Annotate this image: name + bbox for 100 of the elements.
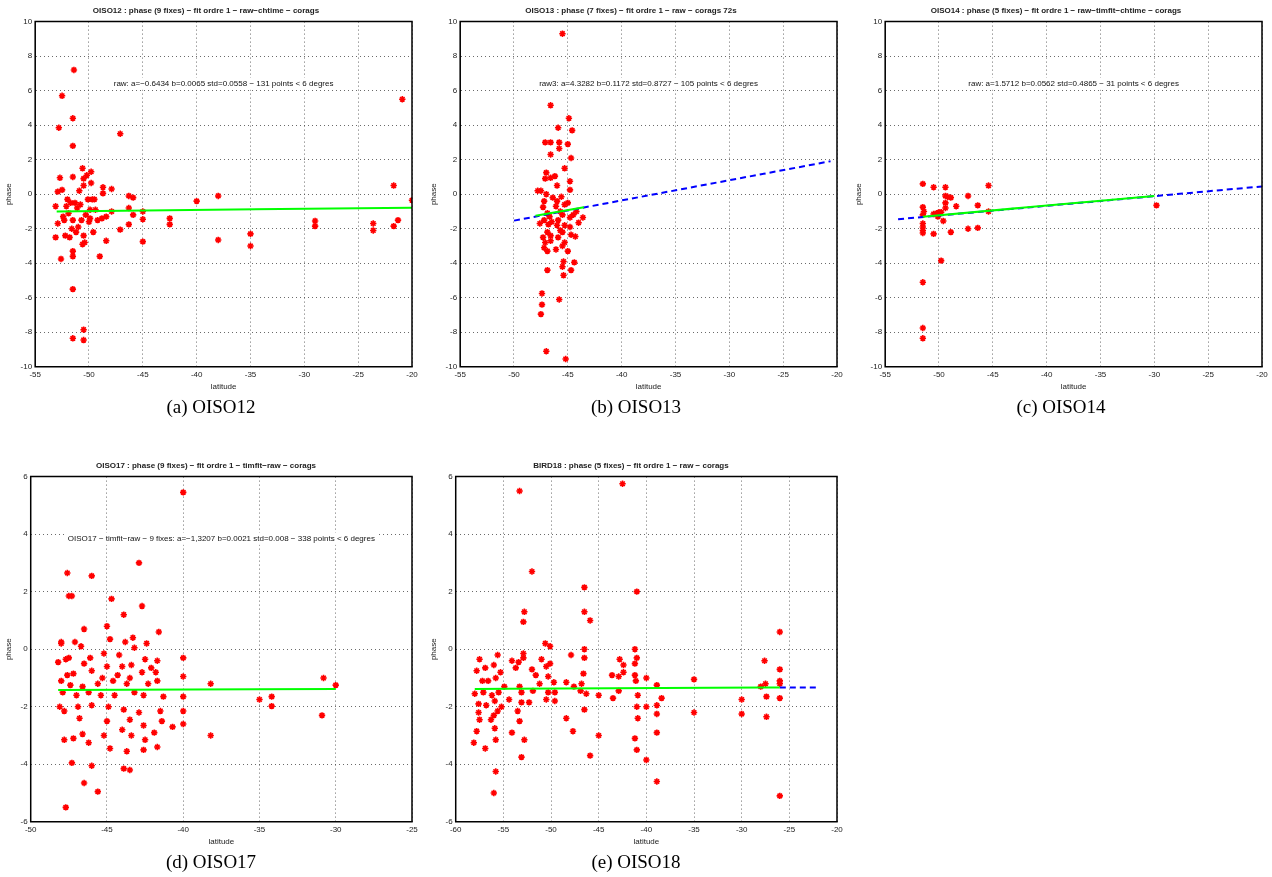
x-tick-label: -55: [29, 369, 42, 379]
y-tick-label: 4: [452, 120, 458, 130]
y-tick-label: -6: [450, 292, 458, 302]
x-tick-label: -55: [879, 369, 892, 379]
x-axis-title: latitude: [1060, 382, 1088, 392]
y-tick-label: 0: [23, 644, 29, 654]
y-tick-label: -10: [870, 362, 883, 371]
y-tick-label: -8: [875, 327, 883, 337]
y-tick-label: -2: [875, 223, 883, 233]
text: (a) OISO12: [165, 396, 257, 418]
y-tick-label: -2: [445, 701, 454, 711]
y-tick-label: 10: [448, 16, 458, 26]
x-tick-label: -40: [640, 824, 653, 834]
y-tick-label: -4: [25, 258, 33, 268]
y-tick-label: 2: [27, 154, 33, 164]
y-tick-label: -10: [445, 362, 458, 371]
y-axis-title: phase: [4, 637, 13, 661]
x-tick-label: -50: [24, 824, 38, 834]
y-tick-label: -10: [20, 362, 33, 371]
x-tick-label: -35: [253, 824, 266, 834]
y-tick-label: 0: [452, 189, 458, 199]
y-tick-label: 6: [27, 85, 33, 95]
y-tick-label: 4: [27, 120, 33, 130]
x-tick-label: -30: [1148, 369, 1161, 379]
y-tick-label: 2: [877, 154, 883, 164]
y-tick-label: -4: [20, 759, 29, 769]
y-tick-label: 0: [448, 644, 454, 654]
x-tick-label: -20: [406, 369, 419, 379]
y-axis-title: phase: [429, 637, 438, 661]
x-tick-label: -30: [735, 824, 749, 834]
x-axis-title: latitude: [633, 837, 660, 847]
chart-title: OISO13 : phase (7 fixes) − fit ordre 1 − raw − corags 72s: [525, 6, 738, 15]
x-tick-label: -40: [190, 369, 203, 379]
y-axis-title: phase: [854, 182, 863, 206]
x-tick-label: -20: [1256, 369, 1269, 379]
x-tick-label: -45: [592, 824, 606, 834]
x-tick-label: -20: [831, 369, 844, 379]
text: (e) OISO18: [590, 851, 682, 873]
y-tick-label: 10: [23, 16, 33, 26]
x-tick-label: -50: [933, 369, 946, 379]
x-tick-label: -50: [83, 369, 96, 379]
y-tick-label: 6: [448, 471, 454, 481]
y-tick-label: -8: [450, 327, 458, 337]
x-tick-label: -25: [1202, 369, 1215, 379]
y-tick-label: -6: [25, 292, 33, 302]
y-tick-label: 2: [452, 154, 458, 164]
annotation: raw: a=1.5712 b=0.0562 std=0.4865 − 31 points < 6 degres: [968, 78, 1179, 88]
y-tick-label: 2: [23, 586, 29, 596]
x-tick-label: -30: [723, 369, 736, 379]
text: (c) OISO14: [1015, 396, 1107, 418]
x-tick-label: -40: [1040, 369, 1053, 379]
x-tick-label: -60: [449, 824, 463, 834]
x-tick-label: -25: [352, 369, 365, 379]
annotation: OISO17 − timfit−raw − 9 fixes: a=−1,3207 b=0.0021 std=0.008 − 338 points < 6 degres: [67, 533, 375, 543]
x-tick-label: -35: [1094, 369, 1107, 379]
chart-title: OISO14 : phase (5 fixes) − fit ordre 1 − raw−timfit−chtime − corags: [930, 6, 1182, 15]
y-tick-label: -2: [25, 223, 33, 233]
x-tick-label: -30: [298, 369, 311, 379]
chart-title: OISO12 : phase (9 fixes) − fit ordre 1 − raw−chtime − corags: [92, 6, 320, 15]
x-tick-label: -35: [688, 824, 701, 834]
annotation: raw3: a=4.3282 b=0.1172 std=0.8727 − 105 points < 6 degres: [539, 78, 759, 88]
y-tick-label: -2: [450, 223, 458, 233]
chart-title: BIRD18 : phase (5 fixes) − fit ordre 1 − raw − corags: [533, 461, 730, 470]
x-tick-label: -55: [454, 369, 467, 379]
x-tick-label: -40: [615, 369, 628, 379]
x-tick-label: -35: [669, 369, 682, 379]
annotation: raw: a=−0.6434 b=0.0065 std=0.0558 − 131 points < 6 degres: [113, 78, 334, 88]
y-tick-label: -2: [20, 701, 29, 711]
x-tick-label: -45: [101, 824, 114, 834]
x-tick-label: -25: [777, 369, 790, 379]
y-tick-label: 6: [452, 85, 458, 95]
y-tick-label: -6: [445, 817, 454, 826]
y-tick-label: -4: [445, 759, 454, 769]
y-tick-label: 8: [877, 51, 883, 61]
x-tick-label: -55: [497, 824, 510, 834]
x-tick-label: -40: [177, 824, 190, 834]
x-tick-label: -50: [508, 369, 521, 379]
x-tick-label: -30: [329, 824, 343, 834]
x-tick-label: -45: [987, 369, 1000, 379]
y-axis-title: phase: [4, 182, 13, 206]
text: (d) OISO17: [164, 851, 258, 873]
chart-title: OISO17 : phase (9 fixes) − fit ordre 1 − timfit−raw − corags: [95, 461, 317, 470]
y-tick-label: 10: [873, 16, 883, 26]
y-tick-label: -4: [875, 258, 883, 268]
y-tick-label: 2: [448, 586, 454, 596]
y-tick-label: 4: [448, 529, 454, 539]
y-tick-label: 0: [27, 189, 33, 199]
y-tick-label: 6: [877, 85, 883, 95]
y-tick-label: 8: [452, 51, 458, 61]
x-axis-title: latitude: [635, 382, 663, 392]
x-tick-label: -45: [137, 369, 150, 379]
y-tick-label: -8: [25, 327, 33, 337]
x-tick-label: -35: [244, 369, 257, 379]
x-tick-label: -25: [406, 824, 419, 834]
y-tick-label: -6: [20, 817, 29, 826]
y-tick-label: 0: [877, 189, 883, 199]
text: (b) OISO13: [589, 396, 683, 418]
y-tick-label: 6: [23, 471, 29, 481]
y-axis-title: phase: [429, 182, 438, 206]
x-tick-label: -20: [831, 824, 844, 834]
